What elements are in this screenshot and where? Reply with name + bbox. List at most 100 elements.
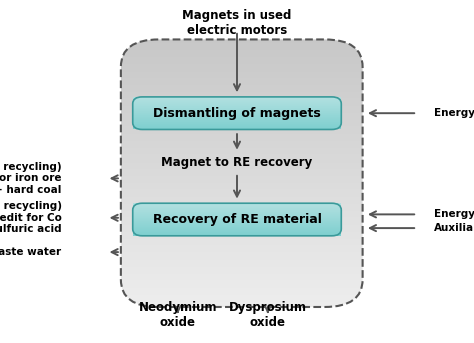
Bar (121, 53, 363, 54)
Bar (121, 280, 363, 282)
Bar (121, 176, 363, 177)
Bar (121, 146, 363, 148)
Bar (121, 70, 363, 72)
Bar (121, 294, 363, 295)
Bar (121, 58, 363, 60)
Bar (121, 296, 363, 298)
Bar (121, 191, 363, 192)
Bar (121, 252, 363, 253)
Bar (121, 148, 363, 149)
Text: Geothite (to recycling)
>Creidt for iron ore
+ hard coal: Geothite (to recycling) >Creidt for iron… (0, 162, 62, 195)
Bar (121, 225, 363, 227)
Text: Dismantling of magnets: Dismantling of magnets (153, 107, 321, 120)
Bar (121, 94, 363, 96)
Bar (121, 288, 363, 289)
Bar (121, 51, 363, 53)
Bar (121, 128, 363, 129)
Text: Waste water: Waste water (0, 247, 62, 257)
Bar (121, 104, 363, 105)
Bar (121, 68, 363, 69)
Text: Magnets in used
electric motors: Magnets in used electric motors (182, 9, 292, 37)
Bar (121, 267, 363, 268)
Bar (121, 137, 363, 139)
Bar (121, 258, 363, 259)
Bar (121, 96, 363, 97)
Bar (121, 39, 363, 41)
Bar (121, 84, 363, 85)
Bar (121, 134, 363, 136)
Bar (121, 291, 363, 292)
Bar (121, 41, 363, 42)
Bar (121, 139, 363, 140)
Bar (121, 157, 363, 158)
Bar (121, 249, 363, 251)
Bar (121, 279, 363, 280)
Bar (121, 277, 363, 279)
Bar (121, 243, 363, 244)
Bar (121, 166, 363, 168)
Bar (121, 209, 363, 211)
Bar (121, 133, 363, 134)
Bar (121, 45, 363, 46)
Bar (121, 232, 363, 233)
Bar (121, 235, 363, 236)
Bar (121, 233, 363, 235)
Bar (121, 56, 363, 57)
Bar (121, 292, 363, 294)
Bar (121, 101, 363, 102)
Bar (121, 77, 363, 78)
Bar (121, 237, 363, 239)
Bar (121, 208, 363, 209)
Bar (121, 253, 363, 255)
Bar (121, 92, 363, 93)
Bar (121, 140, 363, 141)
Bar (121, 129, 363, 130)
Bar (121, 204, 363, 205)
Bar (121, 197, 363, 199)
Bar (121, 125, 363, 126)
Bar (121, 256, 363, 258)
Bar (121, 156, 363, 157)
Bar (121, 264, 363, 265)
Bar (121, 108, 363, 109)
Bar (121, 78, 363, 80)
Bar (121, 81, 363, 82)
Bar (121, 170, 363, 172)
Bar (121, 154, 363, 156)
Bar (121, 153, 363, 154)
Bar (121, 116, 363, 117)
Bar (121, 113, 363, 114)
Bar (121, 271, 363, 272)
Bar (121, 259, 363, 260)
Text: Energy: Energy (434, 209, 474, 220)
Bar (121, 112, 363, 113)
Bar (121, 193, 363, 194)
Bar (121, 244, 363, 246)
Bar (121, 49, 363, 50)
Bar (121, 283, 363, 284)
Bar (121, 229, 363, 231)
Text: Magnet to RE recovery: Magnet to RE recovery (161, 156, 313, 169)
Bar (121, 102, 363, 104)
Bar (121, 212, 363, 213)
Bar (121, 142, 363, 144)
Bar (121, 270, 363, 271)
Bar (121, 136, 363, 137)
Bar (121, 227, 363, 228)
Bar (121, 44, 363, 45)
Bar (121, 165, 363, 166)
Bar (121, 196, 363, 197)
Bar (121, 47, 363, 49)
Bar (121, 57, 363, 58)
Bar (121, 220, 363, 221)
Bar (121, 98, 363, 99)
Bar (121, 228, 363, 229)
Bar (121, 99, 363, 101)
Bar (121, 182, 363, 184)
Bar (121, 54, 363, 56)
Text: Auxiliaries: Auxiliaries (434, 223, 474, 233)
Bar (121, 163, 363, 164)
Bar (121, 275, 363, 276)
Bar (121, 120, 363, 121)
Bar (121, 105, 363, 106)
